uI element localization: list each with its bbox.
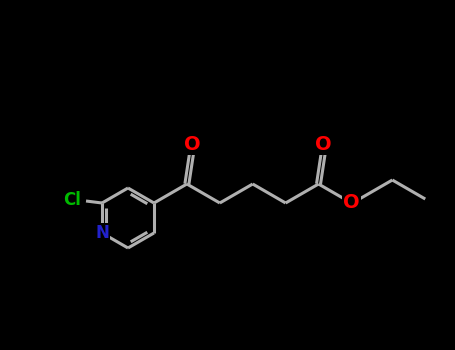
Text: O: O <box>183 134 200 154</box>
Text: Cl: Cl <box>63 191 81 209</box>
Text: O: O <box>343 194 360 212</box>
Text: N: N <box>95 224 109 242</box>
Text: O: O <box>315 134 332 154</box>
